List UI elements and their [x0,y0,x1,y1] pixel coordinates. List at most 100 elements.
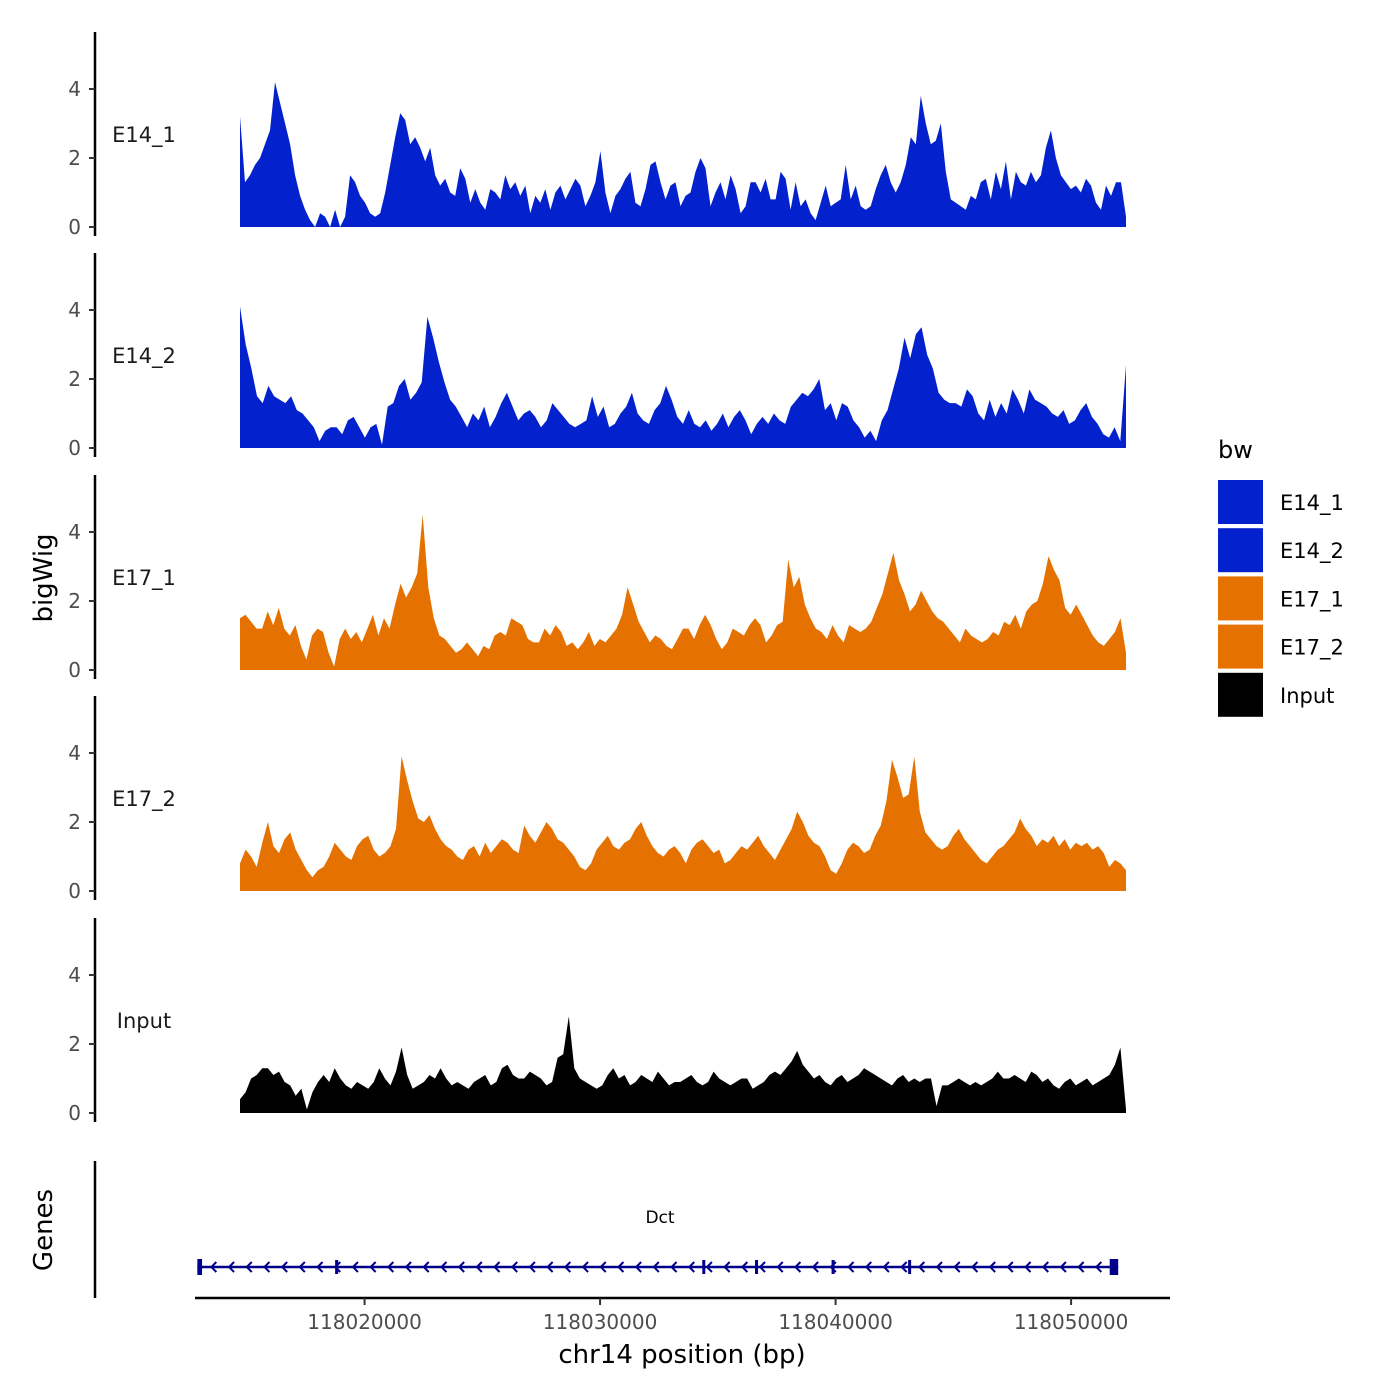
strand-arrow [900,1261,908,1273]
exon-block [908,1260,912,1274]
exon-block [755,1260,759,1274]
legend-label: E14_2 [1280,539,1344,564]
legend: bw E14_1 E14_2 E17_1 E17_2 Input [1218,436,1344,717]
legend-item-e14-1: E14_1 [1218,480,1344,524]
strand-arrow [1094,1261,1103,1273]
strand-arrow [988,1261,996,1273]
strand-arrow [723,1261,731,1273]
track-panel-e14-2: 0 2 4 E14_2 [68,253,1126,460]
legend-swatch [1218,480,1263,524]
coverage-area-e17-2 [240,756,1126,891]
legend-item-e17-1: E17_1 [1218,576,1344,621]
strand-arrow [1041,1261,1049,1273]
y-axis-title-group: bigWig [29,533,59,622]
strand-arrow [1077,1261,1085,1273]
gene-name-label: Dct [645,1208,674,1228]
strand-arrow [935,1261,943,1273]
y-tick-label: 2 [68,146,81,170]
strand-arrow [369,1261,377,1273]
exon-block [831,1260,835,1274]
track-panel-e14-1: 0 2 4 E14_1 [68,32,1126,239]
strand-arrow [440,1261,448,1273]
strand-arrow [687,1261,695,1273]
track-label: Input [117,1009,171,1033]
track-panel-e17-1: 0 2 4 E17_1 [68,475,1126,682]
y-tick-label: 0 [68,879,81,903]
y-tick-label: 0 [68,1101,81,1125]
strand-arrow [971,1261,979,1273]
coverage-area-input [240,1016,1126,1113]
strand-arrow [475,1261,483,1273]
legend-swatch [1218,624,1263,669]
legend-label: E17_2 [1280,636,1344,661]
exon-block [197,1259,203,1275]
strand-arrow [386,1261,395,1273]
legend-item-e14-2: E14_2 [1218,528,1344,573]
strand-arrow [1006,1261,1014,1273]
x-tick-label: 118020000 [307,1310,422,1334]
y-tick-label: 2 [68,810,81,834]
legend-swatch [1218,528,1263,573]
strand-arrow [811,1261,819,1273]
genes-track-title: Genes [29,1189,59,1271]
x-axis: 118020000 118030000 118040000 118050000 [195,1296,1170,1334]
strand-arrow [882,1261,890,1273]
legend-item-input: Input [1218,672,1334,717]
y-tick-label: 4 [68,298,81,322]
strand-arrow [670,1261,678,1273]
strand-arrow [864,1261,872,1273]
strand-arrow [705,1261,713,1273]
legend-item-e17-2: E17_2 [1218,624,1344,669]
exon-block [335,1260,339,1274]
strand-arrow [1024,1261,1032,1273]
strand-arrow [351,1261,359,1273]
y-tick-label: 0 [68,436,81,460]
strand-arrow [263,1261,271,1273]
track-label: E14_2 [112,344,176,369]
strand-arrow [617,1261,625,1273]
strand-arrow [298,1261,306,1273]
strand-arrow [245,1261,253,1273]
track-label: E17_2 [112,787,176,812]
legend-label: Input [1280,684,1334,708]
x-tick-label: 118040000 [778,1310,893,1334]
y-tick-label: 2 [68,367,81,391]
strand-arrow [652,1261,660,1273]
strand-arrow [740,1261,749,1273]
y-tick-label: 4 [68,77,81,101]
strand-arrow [634,1261,642,1273]
strand-arrow [457,1261,465,1273]
x-tick-label: 118030000 [543,1310,658,1334]
strand-arrow [953,1261,961,1273]
y-axis-title: bigWig [29,533,59,622]
y-tick-label: 0 [68,215,81,239]
y-tick-label: 4 [68,963,81,987]
strand-arrow [794,1261,802,1273]
track-label: E14_1 [112,123,176,148]
strand-arrow [546,1261,554,1273]
strand-arrow [209,1261,218,1273]
coverage-area-e14-2 [240,306,1126,448]
y-tick-label: 2 [68,1032,81,1056]
strand-arrow [847,1261,855,1273]
y-tick-label: 4 [68,741,81,765]
coverage-panels: 0 2 4 E14_1 0 2 4 E14_2 0 2 4 E17_1 0 2 4 E17_2 0 2 4 Input [68,32,1126,1125]
legend-label: E14_1 [1280,491,1344,516]
track-panel-input: 0 2 4 Input [68,918,1126,1125]
coverage-area-e17-1 [240,514,1126,670]
strand-arrow [404,1261,412,1273]
legend-swatch [1218,672,1263,717]
legend-swatch [1218,576,1263,621]
exon-block [1109,1259,1119,1275]
x-axis-title: chr14 position (bp) [558,1340,805,1370]
y-tick-label: 0 [68,658,81,682]
y-tick-label: 4 [68,520,81,544]
strand-arrow [1059,1261,1067,1273]
y-tick-label: 2 [68,589,81,613]
genes-track: Genes Dct [29,1161,1119,1298]
legend-label: E17_1 [1280,587,1344,612]
track-panel-e17-2: 0 2 4 E17_2 [68,696,1126,903]
track-label: E17_1 [112,566,176,591]
strand-arrow [280,1261,288,1273]
